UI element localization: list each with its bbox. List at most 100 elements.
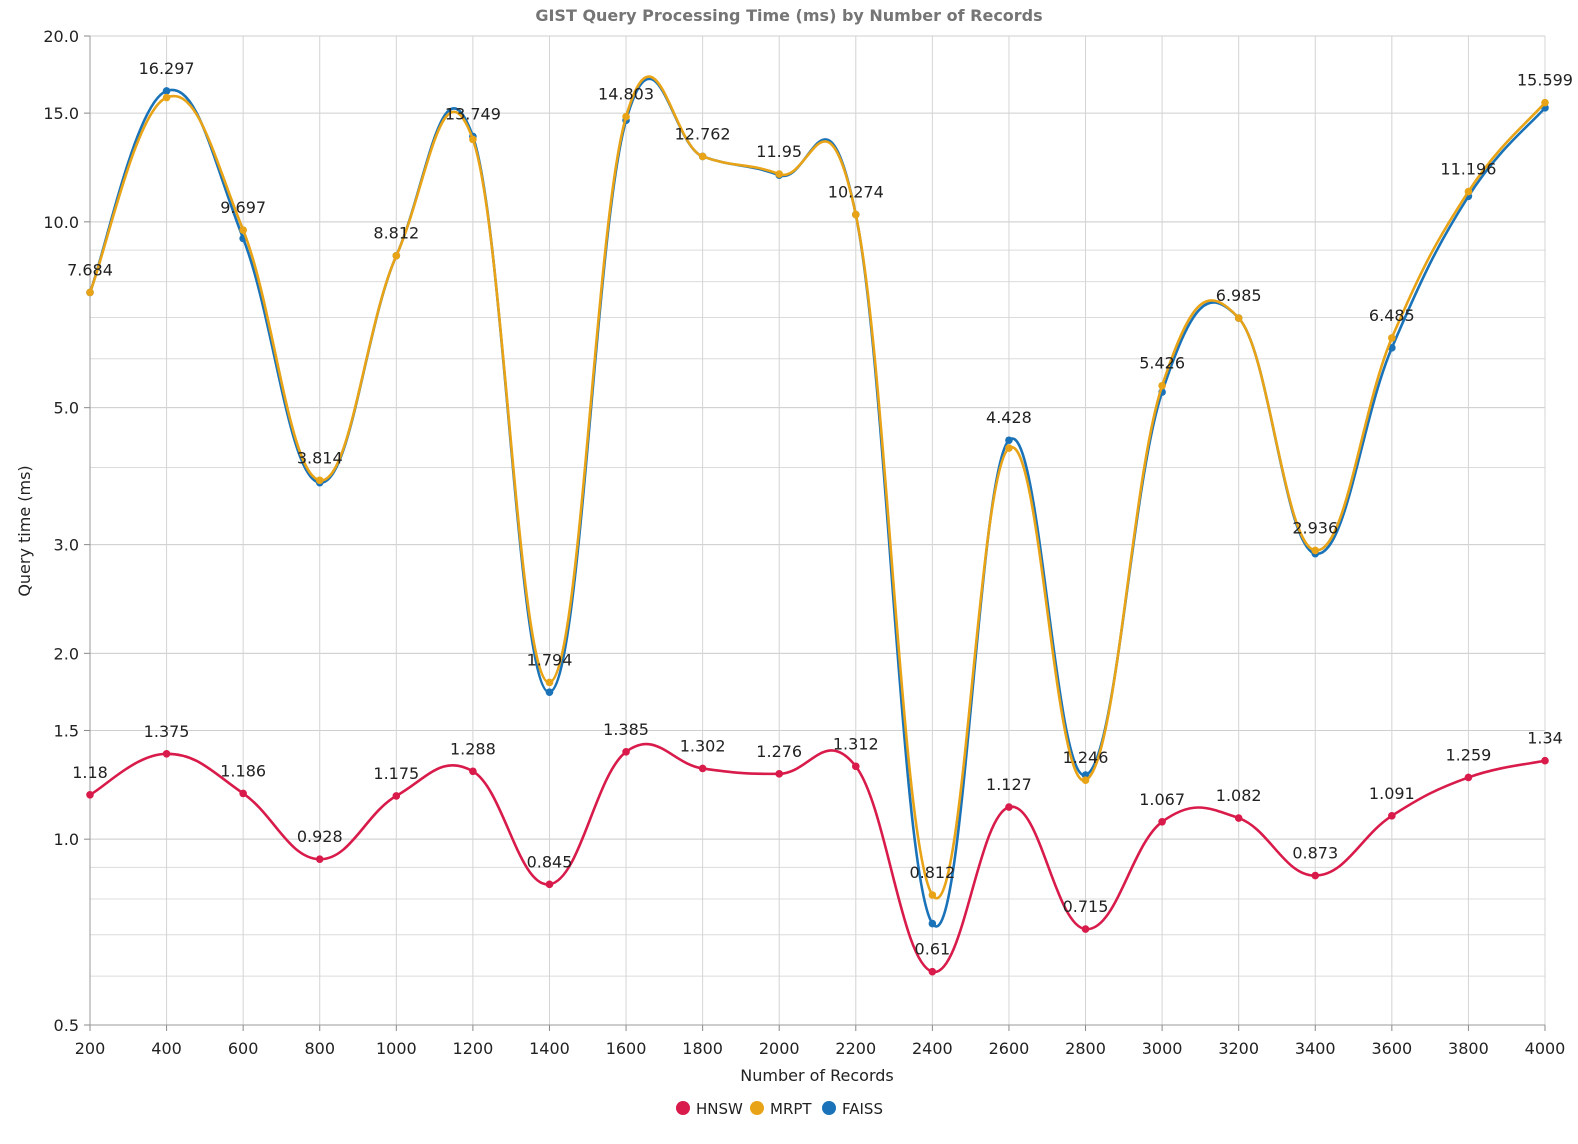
- data-label-hnsw: 1.091: [1369, 784, 1415, 803]
- data-label-mrpt: 10.274: [828, 183, 884, 202]
- data-label-hnsw: 1.302: [680, 736, 726, 755]
- data-point-mrpt[interactable]: [1005, 444, 1013, 452]
- data-label-hnsw: 1.082: [1216, 786, 1262, 805]
- data-point-hnsw[interactable]: [469, 767, 477, 776]
- data-label-hnsw: 0.845: [527, 852, 573, 871]
- data-point-mrpt[interactable]: [1234, 314, 1243, 322]
- data-point-faiss[interactable]: [1005, 436, 1013, 445]
- y-tick-label: 2.0: [54, 644, 79, 663]
- data-point-hnsw[interactable]: [698, 764, 707, 773]
- data-point-hnsw[interactable]: [622, 748, 630, 756]
- y-axis-title: Query time (ms): [15, 465, 34, 596]
- series-mrpt: [86, 75, 1549, 900]
- data-label-hnsw: 1.34: [1527, 729, 1563, 748]
- x-tick-label: 4000: [1525, 1039, 1566, 1058]
- data-point-faiss[interactable]: [162, 87, 171, 95]
- x-tick-label: 2800: [1065, 1039, 1106, 1058]
- data-point-hnsw[interactable]: [162, 749, 171, 758]
- data-point-mrpt[interactable]: [469, 135, 477, 144]
- x-tick-label: 400: [151, 1039, 182, 1058]
- grid: [89, 35, 1546, 1026]
- data-point-mrpt[interactable]: [1388, 334, 1396, 342]
- data-point-hnsw[interactable]: [1311, 871, 1320, 880]
- series-layer: [86, 75, 1549, 976]
- data-point-hnsw[interactable]: [86, 790, 94, 799]
- y-tick-label: 15.0: [43, 104, 79, 123]
- x-tick-label: 2400: [912, 1039, 953, 1058]
- x-axis-title: Number of Records: [740, 1066, 893, 1085]
- x-tick-label: 3000: [1142, 1039, 1183, 1058]
- data-point-mrpt[interactable]: [162, 93, 171, 102]
- data-point-mrpt[interactable]: [545, 678, 554, 687]
- data-point-mrpt[interactable]: [239, 226, 247, 234]
- data-point-mrpt[interactable]: [928, 891, 937, 899]
- data-point-hnsw[interactable]: [775, 770, 784, 778]
- series-line-faiss: [88, 77, 1546, 928]
- data-point-faiss[interactable]: [928, 919, 937, 928]
- legend-marker-mrpt: [750, 1101, 764, 1115]
- legend-marker-faiss: [822, 1101, 836, 1115]
- data-point-mrpt[interactable]: [775, 170, 784, 178]
- data-point-mrpt[interactable]: [1541, 98, 1549, 107]
- legend-marker-hnsw: [676, 1101, 690, 1115]
- data-label-hnsw: 1.18: [72, 763, 108, 782]
- data-point-mrpt[interactable]: [622, 112, 630, 121]
- data-point-mrpt[interactable]: [315, 476, 324, 485]
- data-point-mrpt[interactable]: [1464, 187, 1473, 196]
- data-point-hnsw[interactable]: [928, 967, 937, 976]
- x-tick-label: 1800: [682, 1039, 723, 1058]
- data-point-mrpt[interactable]: [392, 251, 401, 260]
- data-point-hnsw[interactable]: [1081, 925, 1090, 933]
- legend-label-hnsw: HNSW: [696, 1100, 743, 1118]
- data-label-hnsw: 1.312: [833, 734, 879, 753]
- data-point-mrpt[interactable]: [851, 210, 860, 219]
- data-point-mrpt[interactable]: [1311, 546, 1320, 555]
- data-label-mrpt: 1.246: [1063, 748, 1109, 767]
- data-label-hnsw: 0.715: [1063, 897, 1109, 916]
- legend-item-hnsw[interactable]: HNSW: [676, 1100, 743, 1118]
- data-label-hnsw: 1.288: [450, 739, 496, 758]
- data-label-mrpt: 11.196: [1440, 160, 1496, 179]
- legend-item-faiss[interactable]: FAISS: [822, 1100, 883, 1118]
- data-label-hnsw: 1.186: [220, 761, 266, 780]
- y-tick-label: 20.0: [43, 27, 79, 46]
- data-point-hnsw[interactable]: [1234, 814, 1243, 822]
- data-point-hnsw[interactable]: [851, 762, 860, 771]
- data-label-mrpt: 3.814: [297, 448, 343, 467]
- data-point-hnsw[interactable]: [315, 855, 324, 863]
- data-point-hnsw[interactable]: [1158, 817, 1166, 826]
- x-tick-label: 3800: [1448, 1039, 1489, 1058]
- data-label-mrpt: 12.762: [675, 124, 731, 143]
- x-tick-label: 3600: [1371, 1039, 1412, 1058]
- data-label-mrpt: 2.936: [1292, 518, 1338, 537]
- legend-item-mrpt[interactable]: MRPT: [750, 1100, 812, 1118]
- data-point-mrpt[interactable]: [698, 152, 707, 161]
- data-point-mrpt[interactable]: [86, 288, 94, 297]
- y-tick-label: 10.0: [43, 213, 79, 232]
- data-point-hnsw[interactable]: [1464, 773, 1473, 782]
- data-label-mrpt: 1.794: [527, 650, 573, 669]
- data-label-mrpt: 8.812: [373, 224, 419, 243]
- data-point-hnsw[interactable]: [1005, 803, 1013, 811]
- series-line-hnsw: [89, 742, 1546, 974]
- data-label-mrpt: 11.95: [756, 142, 802, 161]
- series-hnsw: [86, 742, 1549, 976]
- data-point-hnsw[interactable]: [1541, 756, 1549, 765]
- data-point-hnsw[interactable]: [1388, 812, 1396, 820]
- x-tick-label: 2200: [835, 1039, 876, 1058]
- data-label-hnsw: 1.127: [986, 775, 1032, 794]
- data-label-hnsw: 0.873: [1292, 844, 1338, 863]
- data-point-faiss[interactable]: [545, 688, 554, 697]
- data-point-mrpt[interactable]: [1158, 381, 1166, 390]
- y-tick-label: 1.0: [54, 830, 79, 849]
- data-point-hnsw[interactable]: [392, 792, 401, 800]
- data-label-mrpt: 5.426: [1139, 354, 1185, 373]
- data-label-mrpt: 6.985: [1216, 286, 1262, 305]
- data-point-hnsw[interactable]: [545, 880, 554, 889]
- data-label-mrpt: 15.599: [1517, 71, 1573, 90]
- data-point-hnsw[interactable]: [239, 789, 247, 798]
- series-line-mrpt: [88, 75, 1546, 900]
- data-point-mrpt[interactable]: [1081, 776, 1090, 784]
- x-tick-label: 800: [304, 1039, 335, 1058]
